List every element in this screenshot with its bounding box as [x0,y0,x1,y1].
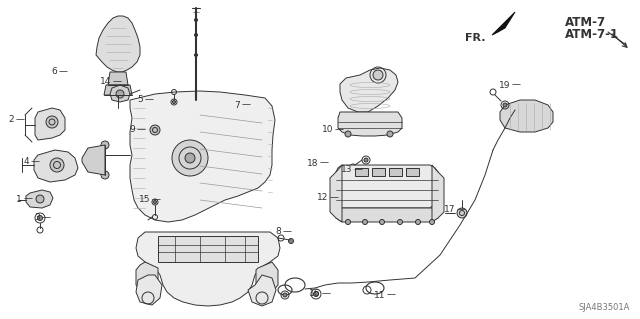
Text: —: — [145,95,154,105]
Text: 18: 18 [307,159,318,167]
Polygon shape [26,190,53,208]
Circle shape [116,90,124,98]
Text: 13: 13 [340,166,352,174]
Text: SJA4B3501A: SJA4B3501A [579,303,630,313]
Text: —: — [15,115,24,124]
Polygon shape [96,16,140,72]
Text: —: — [42,213,51,222]
Circle shape [38,216,42,220]
Text: 10: 10 [321,125,333,135]
Circle shape [101,171,109,179]
Text: 11: 11 [374,291,385,300]
Text: FR.: FR. [465,33,486,43]
Circle shape [457,208,467,218]
Polygon shape [136,262,158,292]
Text: 8: 8 [275,227,281,236]
Text: —: — [136,125,145,135]
Text: —: — [31,158,40,167]
Text: —: — [335,125,344,135]
Circle shape [195,54,198,56]
Circle shape [503,103,507,107]
Circle shape [173,100,175,103]
Text: 17: 17 [444,205,455,214]
Circle shape [50,158,64,172]
Text: 12: 12 [317,194,328,203]
Text: —: — [58,68,67,77]
Text: —: — [24,195,33,204]
Text: 16: 16 [308,290,320,299]
Text: 6: 6 [51,68,57,77]
Text: 4: 4 [24,158,29,167]
Polygon shape [432,165,444,222]
Polygon shape [34,150,78,182]
Circle shape [314,292,319,296]
Polygon shape [500,100,553,132]
Text: 15: 15 [138,196,150,204]
Text: —: — [321,290,330,299]
Circle shape [345,131,351,137]
Circle shape [415,219,420,225]
Bar [372,168,385,176]
Circle shape [429,219,435,225]
Text: —: — [456,205,465,214]
Circle shape [397,219,403,225]
Polygon shape [256,262,278,292]
Polygon shape [338,112,402,136]
Circle shape [362,219,367,225]
Circle shape [364,158,368,162]
Polygon shape [110,85,130,102]
Text: —: — [330,194,339,203]
Polygon shape [336,208,438,222]
Circle shape [346,219,351,225]
Text: —: — [387,291,396,300]
Circle shape [36,195,44,203]
Circle shape [373,70,383,80]
Text: 3: 3 [35,213,40,222]
Circle shape [195,33,198,36]
Circle shape [195,19,198,21]
Polygon shape [136,275,162,305]
Polygon shape [130,91,275,222]
Text: —: — [282,227,291,236]
Text: —: — [511,80,520,90]
Text: —: — [241,100,250,109]
Text: —: — [113,78,122,86]
Text: 1: 1 [16,195,22,204]
Text: 7: 7 [234,100,240,109]
Polygon shape [35,108,65,140]
Polygon shape [136,232,280,306]
Circle shape [380,219,385,225]
Circle shape [289,239,294,243]
Circle shape [283,293,287,297]
Text: 19: 19 [499,80,510,90]
Circle shape [150,125,160,135]
Circle shape [185,153,195,163]
Bar [406,168,419,176]
Bar [355,168,368,176]
Text: —: — [152,196,161,204]
Polygon shape [108,72,128,85]
Text: ATM-7-1: ATM-7-1 [565,27,619,41]
Text: ATM-7: ATM-7 [565,16,606,28]
Polygon shape [492,12,515,35]
Text: —: — [353,166,362,174]
Bar [158,236,258,262]
Text: 14: 14 [100,78,111,86]
Polygon shape [82,145,105,175]
Text: 9: 9 [129,125,135,135]
Polygon shape [330,165,342,222]
Text: 2: 2 [8,115,14,124]
Circle shape [172,140,208,176]
Polygon shape [248,275,276,306]
Circle shape [101,141,109,149]
Polygon shape [340,68,398,112]
Text: 5: 5 [137,95,143,105]
Polygon shape [336,165,438,208]
Text: —: — [319,159,328,167]
Circle shape [387,131,393,137]
Circle shape [154,201,157,204]
Bar [389,168,402,176]
Circle shape [46,116,58,128]
Polygon shape [104,85,132,95]
